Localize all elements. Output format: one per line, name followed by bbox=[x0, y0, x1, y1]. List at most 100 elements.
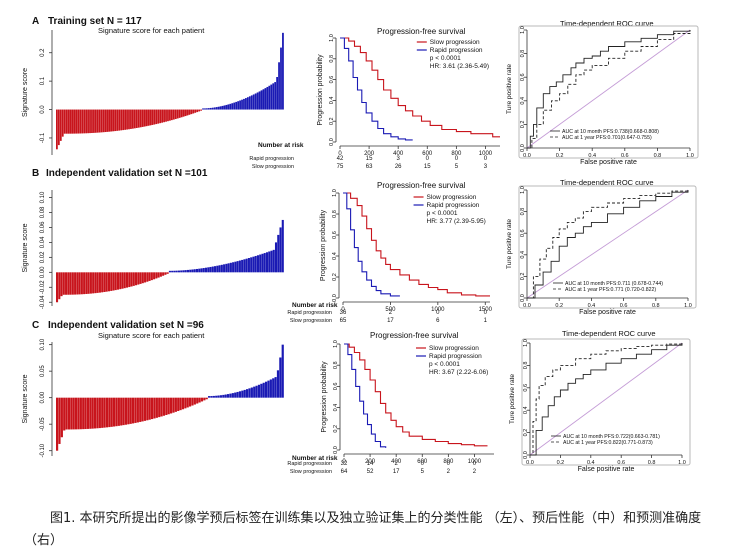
signature-bar bbox=[202, 108, 204, 110]
signature-bar bbox=[139, 397, 142, 422]
km-y-tick-label: 1.0 bbox=[333, 340, 339, 348]
roc-frame bbox=[521, 338, 691, 466]
signature-bar bbox=[159, 109, 162, 124]
signature-bar bbox=[117, 397, 120, 426]
signature-bar bbox=[110, 109, 113, 132]
signature-bar bbox=[122, 397, 125, 426]
signature-bar bbox=[182, 109, 185, 117]
signature-bar bbox=[157, 109, 160, 124]
signature-y-tick-label: -0.02 bbox=[40, 280, 46, 294]
roc-y-tick-label: 0.6 bbox=[520, 73, 526, 81]
risk-value: 65 bbox=[340, 318, 347, 324]
roc-legend-label: AUC at 10 month PFS:0.722(0.663-0.781) bbox=[563, 434, 660, 440]
signature-bar bbox=[219, 106, 222, 110]
signature-bar bbox=[280, 47, 282, 110]
km-x-tick-label: 200 bbox=[365, 459, 376, 465]
signature-bar bbox=[254, 255, 257, 273]
risk-value: 14 bbox=[367, 461, 374, 467]
km-curve-slow bbox=[344, 343, 488, 447]
signature-bar bbox=[113, 397, 116, 427]
signature-bar bbox=[248, 388, 251, 398]
signature-bar bbox=[160, 397, 163, 417]
risk-value: 2 bbox=[447, 469, 451, 475]
signature-bar bbox=[234, 261, 237, 273]
signature-bar bbox=[56, 397, 59, 451]
signature-bar bbox=[231, 103, 234, 110]
signature-bar bbox=[65, 397, 68, 430]
signature-bar bbox=[279, 227, 282, 273]
roc-x-tick-label: 1.0 bbox=[686, 153, 694, 159]
roc-x-tick-label: 0.0 bbox=[523, 303, 531, 309]
signature-bar bbox=[107, 272, 110, 292]
signature-bar bbox=[204, 267, 208, 273]
signature-bar bbox=[229, 393, 232, 398]
signature-bar bbox=[139, 109, 142, 128]
signature-bar bbox=[184, 270, 187, 273]
signature-bar bbox=[67, 109, 70, 134]
risk-value: 17 bbox=[387, 318, 394, 324]
signature-bar bbox=[268, 251, 271, 273]
km-y-tick-label: 0.4 bbox=[333, 404, 339, 412]
signature-bar bbox=[114, 109, 117, 132]
signature-bar bbox=[118, 109, 121, 131]
signature-bar bbox=[147, 109, 150, 126]
risk-value: 17 bbox=[393, 469, 400, 475]
signature-bar bbox=[223, 264, 226, 273]
signature-bar bbox=[94, 272, 97, 294]
km-y-tick-label: 0.4 bbox=[332, 252, 338, 260]
signature-bar bbox=[266, 86, 269, 110]
signature-bar bbox=[128, 109, 130, 130]
signature-bar bbox=[114, 272, 117, 291]
signature-bar bbox=[122, 109, 125, 131]
signature-bar bbox=[250, 95, 253, 110]
signature-bar bbox=[243, 389, 246, 398]
roc-title: Time-dependent ROC curve bbox=[562, 329, 656, 338]
signature-bar bbox=[262, 382, 265, 398]
roc-frame bbox=[518, 25, 699, 159]
signature-bar bbox=[162, 397, 166, 416]
signature-title: Signature score for each patient bbox=[98, 331, 205, 340]
km-legend-label: Slow progression bbox=[430, 39, 480, 46]
risk-value: 0 bbox=[484, 310, 488, 316]
signature-bar bbox=[276, 77, 278, 110]
signature-bar bbox=[165, 109, 167, 122]
signature-bar bbox=[252, 256, 255, 273]
roc-curve-10-month bbox=[527, 190, 689, 299]
signature-bar bbox=[239, 100, 241, 110]
signature-bar bbox=[200, 109, 202, 111]
signature-bar bbox=[208, 108, 210, 110]
signature-bar bbox=[260, 383, 263, 398]
km-x-tick-label: 0 bbox=[341, 307, 345, 313]
km-y-label: Progression probability bbox=[317, 54, 324, 126]
signature-bar bbox=[164, 272, 167, 275]
signature-bar bbox=[245, 258, 248, 273]
signature-bar bbox=[243, 259, 246, 273]
signature-bar bbox=[105, 397, 109, 428]
signature-bar bbox=[204, 108, 206, 110]
signature-bar bbox=[225, 104, 228, 110]
signature-bar bbox=[81, 109, 84, 134]
signature-title: Signature score for each patient bbox=[98, 26, 205, 35]
row-label: B bbox=[32, 168, 39, 179]
roc-y-tick-label: 0.4 bbox=[520, 97, 526, 105]
signature-bar bbox=[236, 261, 239, 273]
roc-legend-label: AUC at 1 year PFS:0.822(0.771-0.873) bbox=[563, 440, 653, 446]
km-legend-label: Rapid progression bbox=[427, 202, 480, 209]
signature-bar bbox=[217, 106, 220, 110]
signature-bar bbox=[260, 90, 263, 110]
signature-bar bbox=[210, 396, 213, 398]
signature-bar bbox=[216, 265, 219, 273]
signature-bar bbox=[61, 109, 64, 137]
km-x-tick-label: 600 bbox=[422, 151, 433, 157]
signature-bar bbox=[171, 270, 174, 273]
signature-bar bbox=[139, 272, 142, 284]
signature-bar bbox=[104, 109, 107, 133]
km-y-label: Progression probability bbox=[320, 209, 327, 281]
roc-x-tick-label: 0.6 bbox=[617, 460, 625, 466]
km-x-tick-label: 1000 bbox=[479, 151, 493, 157]
roc-curve-1-year bbox=[527, 30, 691, 149]
signature-bar bbox=[250, 257, 253, 273]
signature-bar bbox=[144, 272, 147, 283]
signature-bar bbox=[258, 91, 261, 110]
roc-x-tick-label: 0.2 bbox=[557, 460, 565, 466]
